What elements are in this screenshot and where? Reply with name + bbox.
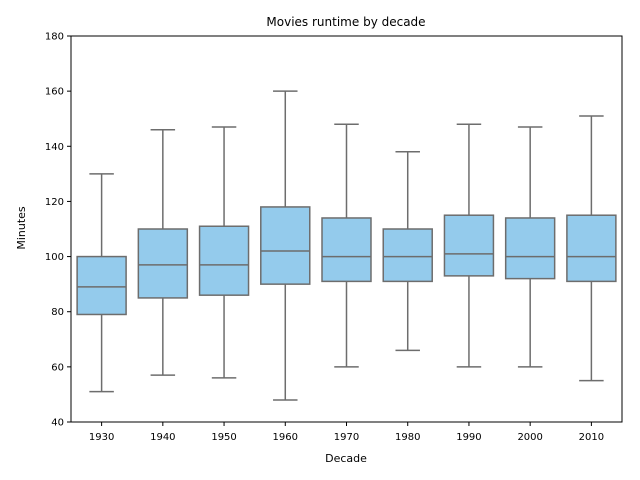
iqr-box: [566, 214, 617, 283]
y-tick-label: 120: [45, 197, 64, 208]
y-axis-label: Minutes: [15, 206, 28, 250]
plot-area: [76, 90, 617, 401]
x-tick-label: 1930: [89, 432, 114, 443]
x-tick-label: 2010: [579, 432, 604, 443]
y-tick-label: 100: [45, 252, 64, 263]
x-tick-label: 1950: [211, 432, 236, 443]
chart-title: Movies runtime by decade: [266, 15, 425, 29]
x-tick-label: 1970: [334, 432, 359, 443]
iqr-box: [260, 206, 311, 285]
y-tick-label: 140: [45, 142, 64, 153]
iqr-box: [321, 217, 372, 283]
x-axis: 1930 1940 1950 1960 1970 1980 1990 2000 2010: [89, 422, 604, 443]
box-1940: [137, 128, 189, 376]
box-1990: [443, 123, 495, 368]
iqr-box: [76, 255, 127, 316]
iqr-box: [443, 214, 495, 277]
box-1960: [260, 90, 311, 401]
iqr-box: [198, 225, 250, 296]
box-1980: [382, 151, 433, 352]
iqr-box: [504, 217, 556, 280]
y-tick-label: 160: [45, 87, 64, 98]
y-tick-label: 180: [45, 32, 64, 43]
x-tick-label: 2000: [517, 432, 542, 443]
x-axis-label: Decade: [325, 452, 367, 465]
y-axis: 40 60 80 100 120 140 160 180: [45, 32, 71, 429]
box-1930: [76, 173, 127, 393]
x-tick-label: 1960: [273, 432, 298, 443]
box-1970: [321, 123, 372, 368]
iqr-box: [137, 228, 189, 299]
box-2010: [566, 115, 617, 382]
y-tick-label: 60: [51, 362, 64, 373]
x-tick-label: 1980: [395, 432, 420, 443]
iqr-box: [382, 228, 433, 283]
x-tick-label: 1990: [456, 432, 481, 443]
box-1950: [198, 126, 250, 379]
box-2000: [504, 126, 556, 368]
y-tick-label: 40: [51, 418, 64, 429]
y-tick-label: 80: [51, 307, 64, 318]
x-tick-label: 1940: [150, 432, 175, 443]
